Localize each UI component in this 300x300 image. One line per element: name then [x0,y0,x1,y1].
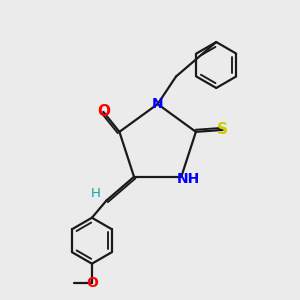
Text: S: S [217,122,228,137]
Text: NH: NH [177,172,200,186]
Text: N: N [152,97,164,111]
Text: O: O [97,104,110,119]
Text: H: H [91,187,101,200]
Text: O: O [86,276,98,290]
